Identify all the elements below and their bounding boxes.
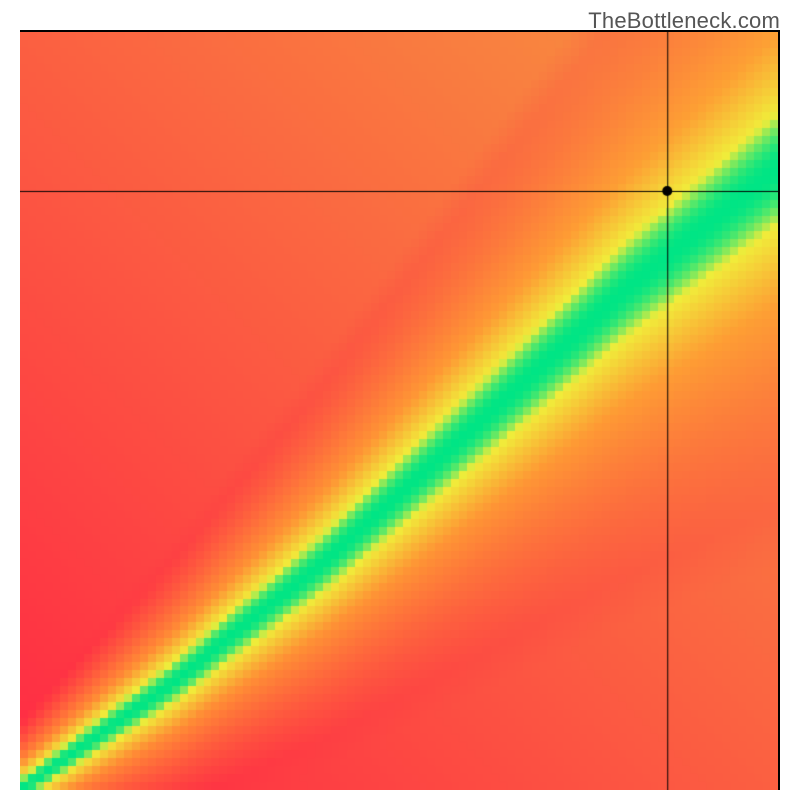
heatmap-canvas (20, 32, 778, 790)
watermark-text: TheBottleneck.com (588, 8, 780, 34)
chart-plot-area (20, 30, 780, 790)
chart-container: TheBottleneck.com (0, 0, 800, 800)
